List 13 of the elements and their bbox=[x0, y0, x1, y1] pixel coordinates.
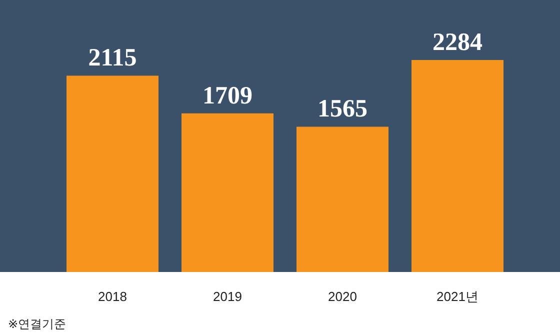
bar bbox=[182, 113, 274, 272]
x-tick-label: 2018 bbox=[98, 289, 127, 304]
x-tick-label: 2020 bbox=[328, 289, 357, 304]
x-tick-label: 2021년 bbox=[436, 289, 478, 304]
text: ※연결기준 bbox=[8, 317, 66, 331]
data-label: 2284 bbox=[432, 29, 483, 56]
bar bbox=[66, 76, 158, 272]
bar bbox=[412, 60, 504, 272]
data-label: 1565 bbox=[318, 96, 368, 123]
data-label: 2115 bbox=[88, 44, 137, 72]
data-label: 1709 bbox=[202, 82, 252, 110]
x-tick-label: 2019 bbox=[213, 289, 242, 304]
bar bbox=[296, 126, 388, 272]
